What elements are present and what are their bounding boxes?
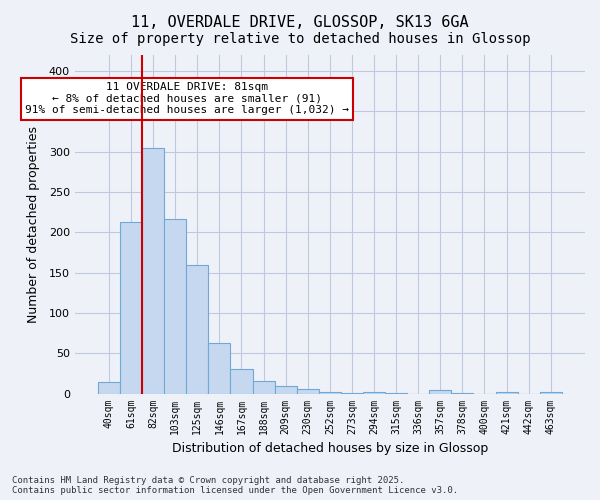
Bar: [496, 392, 518, 394]
Bar: [341, 392, 363, 394]
Bar: [164, 218, 186, 394]
Text: 11, OVERDALE DRIVE, GLOSSOP, SK13 6GA: 11, OVERDALE DRIVE, GLOSSOP, SK13 6GA: [131, 15, 469, 30]
Bar: [208, 343, 230, 394]
Bar: [451, 392, 473, 394]
X-axis label: Distribution of detached houses by size in Glossop: Distribution of detached houses by size …: [172, 442, 488, 455]
Bar: [230, 370, 253, 394]
Bar: [385, 392, 407, 394]
Bar: [297, 388, 319, 394]
Y-axis label: Number of detached properties: Number of detached properties: [28, 126, 40, 323]
Text: Contains HM Land Registry data © Crown copyright and database right 2025.
Contai: Contains HM Land Registry data © Crown c…: [12, 476, 458, 495]
Bar: [363, 392, 385, 394]
Bar: [120, 222, 142, 394]
Bar: [319, 392, 341, 394]
Bar: [540, 392, 562, 394]
Bar: [142, 148, 164, 394]
Text: Size of property relative to detached houses in Glossop: Size of property relative to detached ho…: [70, 32, 530, 46]
Text: 11 OVERDALE DRIVE: 81sqm
← 8% of detached houses are smaller (91)
91% of semi-de: 11 OVERDALE DRIVE: 81sqm ← 8% of detache…: [25, 82, 349, 116]
Bar: [98, 382, 120, 394]
Bar: [429, 390, 451, 394]
Bar: [186, 264, 208, 394]
Bar: [253, 380, 275, 394]
Bar: [275, 386, 297, 394]
